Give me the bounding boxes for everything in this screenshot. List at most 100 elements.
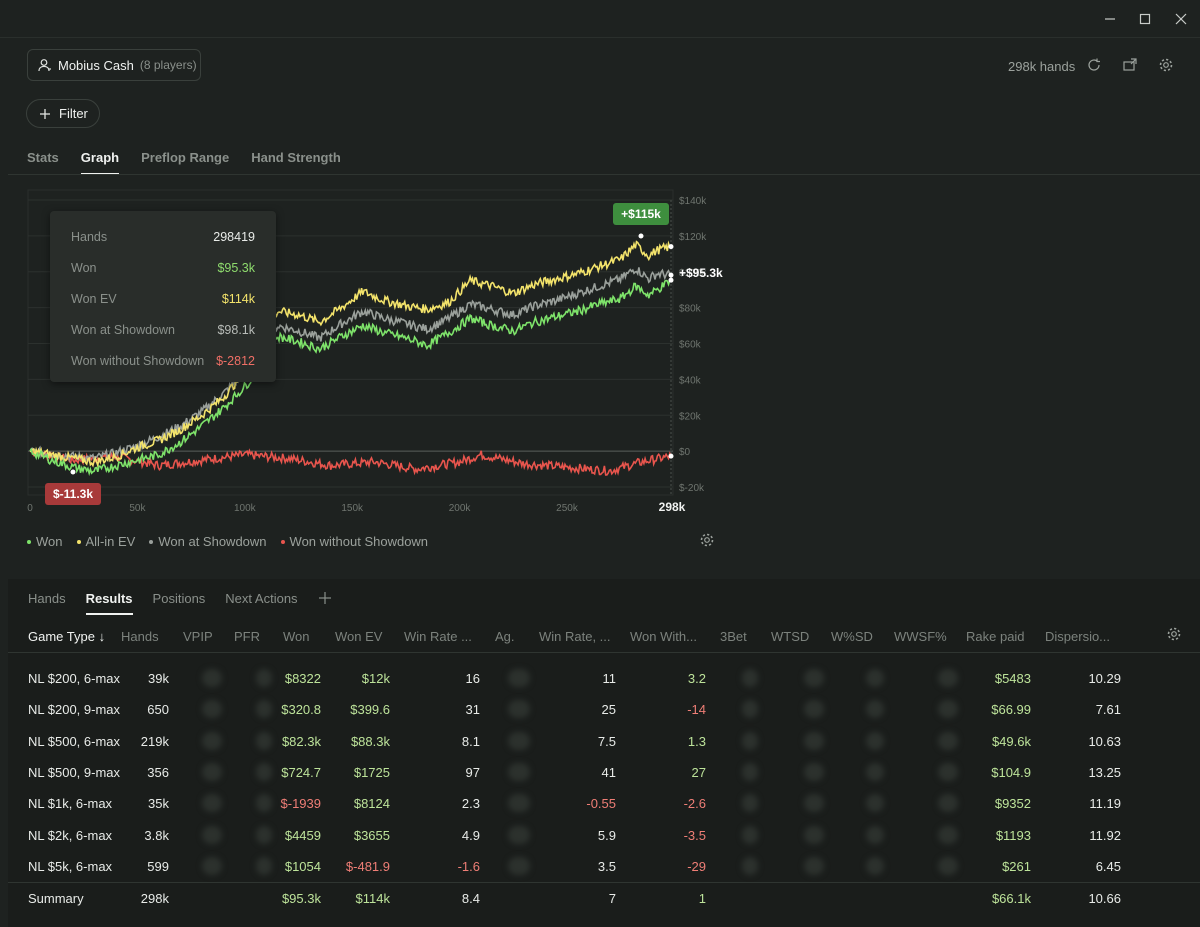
cell-won-ev: $114k [355, 891, 390, 906]
maximize-button[interactable] [1136, 10, 1154, 28]
cell-hands: 219k [140, 733, 169, 749]
legend-dot [149, 539, 154, 544]
x-tick-label: 250k [556, 503, 579, 514]
table-row[interactable]: NL $1k, 6-max 35k $-1939 $8124 2.3 -0.55 -2.6 $… [8, 788, 1200, 819]
tab-hand-strength[interactable]: Hand Strength [251, 150, 341, 165]
redacted-cell [742, 825, 758, 844]
cell-hands: 650 [147, 702, 169, 718]
series-line-all-in-ev [29, 240, 672, 469]
cell-game: NL $5k, 6-max [28, 858, 113, 874]
gear-icon [700, 533, 714, 547]
col-3bet[interactable]: 3Bet [720, 629, 747, 644]
cell-won: $320.8 [281, 702, 321, 718]
cell-wr: 8.4 [461, 891, 480, 906]
y-tick-label: $100k [679, 268, 707, 279]
redacted-cell [866, 731, 884, 750]
filter-label: Filter [59, 106, 88, 121]
cell-won-ev: $12k [361, 671, 390, 686]
col-game-type[interactable]: Game Type ↓ [28, 629, 106, 644]
cell-game: NL $1k, 6-max [28, 796, 113, 812]
col-wwsf[interactable]: WWSF% [894, 629, 947, 644]
tab-next-actions[interactable]: Next Actions [225, 591, 298, 606]
col-won-without[interactable]: Won With... [630, 629, 697, 644]
cell-hands: 298k [140, 891, 169, 906]
tab-hands[interactable]: Hands [28, 591, 66, 606]
series-end-point [668, 453, 674, 459]
col-wsd[interactable]: W%SD [831, 629, 873, 644]
legend-item-won-without-showdown[interactable]: Won without Showdown [280, 534, 428, 549]
redacted-cell [508, 825, 530, 844]
peak-badge [613, 203, 669, 225]
legend-item-won[interactable]: Won [27, 534, 63, 549]
col-pfr[interactable]: PFR [234, 629, 260, 644]
col-won-ev[interactable]: Won EV [335, 629, 383, 644]
tab-graph[interactable]: Graph [80, 150, 120, 175]
cell-won-ev: $88.3k [350, 733, 390, 749]
tooltip-label: Won at Showdown [71, 323, 175, 338]
col-won[interactable]: Won [283, 629, 310, 644]
tab-results[interactable]: Results [85, 591, 133, 615]
winnings-chart[interactable]: $140k $120k $100k $80k $60k $40k $20k $0 $-20k 0 5… [0, 185, 740, 525]
redacted-cell [742, 856, 758, 875]
refresh-button[interactable] [1086, 57, 1104, 75]
tab-positions[interactable]: Positions [152, 591, 206, 606]
gear-icon [1167, 627, 1181, 641]
table-row[interactable]: NL $200, 9-max 650 $320.8 $399.6 31 25 -14 $66.… [8, 694, 1200, 725]
table-row[interactable]: NL $2k, 6-max 3.8k $4459 $3655 4.9 5.9 -3.5 $11… [8, 820, 1200, 851]
settings-button[interactable] [1158, 57, 1176, 75]
col-rake-paid[interactable]: Rake paid [966, 629, 1025, 644]
col-hands[interactable]: Hands [121, 629, 159, 644]
col-win-rate[interactable]: Win Rate ... [404, 629, 472, 644]
cell-won-ev: $3655 [353, 827, 390, 843]
redacted-cell [202, 825, 222, 844]
cell-wr: 2.3 [461, 796, 480, 812]
tooltip-row: Won at Showdown $98.1k [71, 315, 255, 346]
table-row[interactable]: NL $5k, 6-max 599 $1054 $-481.9 -1.6 3.5 -29 $2… [8, 851, 1200, 882]
cell-disp: 11.19 [1089, 796, 1121, 812]
chart-settings-button[interactable] [699, 532, 715, 548]
redacted-cell [508, 794, 530, 813]
x-end-label: 298k [659, 500, 686, 514]
cell-wr: 97 [465, 764, 480, 780]
player-count: (8 players) [139, 58, 197, 72]
tab-preflop-range[interactable]: Preflop Range [141, 150, 230, 165]
redacted-cell [804, 669, 824, 687]
col-win-rate-2[interactable]: Win Rate, ... [539, 629, 611, 644]
legend-item-all-in-ev[interactable]: All-in EV [76, 534, 135, 549]
minimize-button[interactable] [1101, 10, 1119, 28]
cell-game: Summary [28, 891, 84, 906]
cell-wr: 4.9 [461, 827, 480, 843]
y-tick-label: $40k [679, 375, 702, 386]
player-selector-button[interactable]: Mobius Cash (8 players) [27, 49, 201, 81]
popout-button[interactable] [1122, 57, 1140, 75]
redacted-cell [256, 700, 272, 719]
redacted-cell [866, 669, 884, 687]
table-row[interactable]: NL $500, 6-max 219k $82.3k $88.3k 8.1 7.5 1.3 $… [8, 726, 1200, 757]
table-row[interactable]: NL $200, 6-max 39k $8322 $12k 16 11 3.2 $5483 10… [8, 663, 1200, 694]
close-button[interactable] [1172, 10, 1190, 28]
redacted-cell [866, 856, 884, 875]
tooltip-label: Won without Showdown [71, 354, 205, 369]
refresh-icon [1088, 58, 1100, 71]
series-end-point [668, 244, 674, 250]
table-summary-row[interactable]: Summary 298k $95.3k $114k 8.4 7 1 $66.1k 10.66 [8, 882, 1200, 913]
filter-button[interactable]: Filter [26, 99, 100, 128]
tab-stats[interactable]: Stats [27, 150, 59, 165]
col-ag[interactable]: Ag. [495, 629, 515, 644]
results-panel: Hands Results Positions Next Actions Gam… [8, 579, 1200, 927]
cell-wws: 1.3 [687, 733, 706, 749]
table-header: Game Type ↓ Hands VPIP PFR Won Won EV Wi… [8, 629, 1200, 653]
y-tick-label: $120k [679, 232, 707, 243]
cell-won-ev: $1725 [353, 764, 390, 780]
table-row[interactable]: NL $500, 9-max 356 $724.7 $1725 97 41 27 $104.9… [8, 757, 1200, 788]
col-vpip[interactable]: VPIP [183, 629, 213, 644]
col-wtsd[interactable]: WTSD [771, 629, 810, 644]
table-settings-button[interactable] [1166, 626, 1182, 642]
tooltip-row: Won without Showdown $-2812 [71, 346, 255, 377]
cell-rake: $66.99 [991, 702, 1031, 718]
cell-disp: 13.25 [1088, 764, 1121, 780]
series-end-point [668, 272, 674, 278]
add-tab-button[interactable] [318, 591, 332, 615]
col-dispersion[interactable]: Dispersio... [1045, 629, 1111, 644]
legend-item-won-at-showdown[interactable]: Won at Showdown [149, 534, 267, 549]
